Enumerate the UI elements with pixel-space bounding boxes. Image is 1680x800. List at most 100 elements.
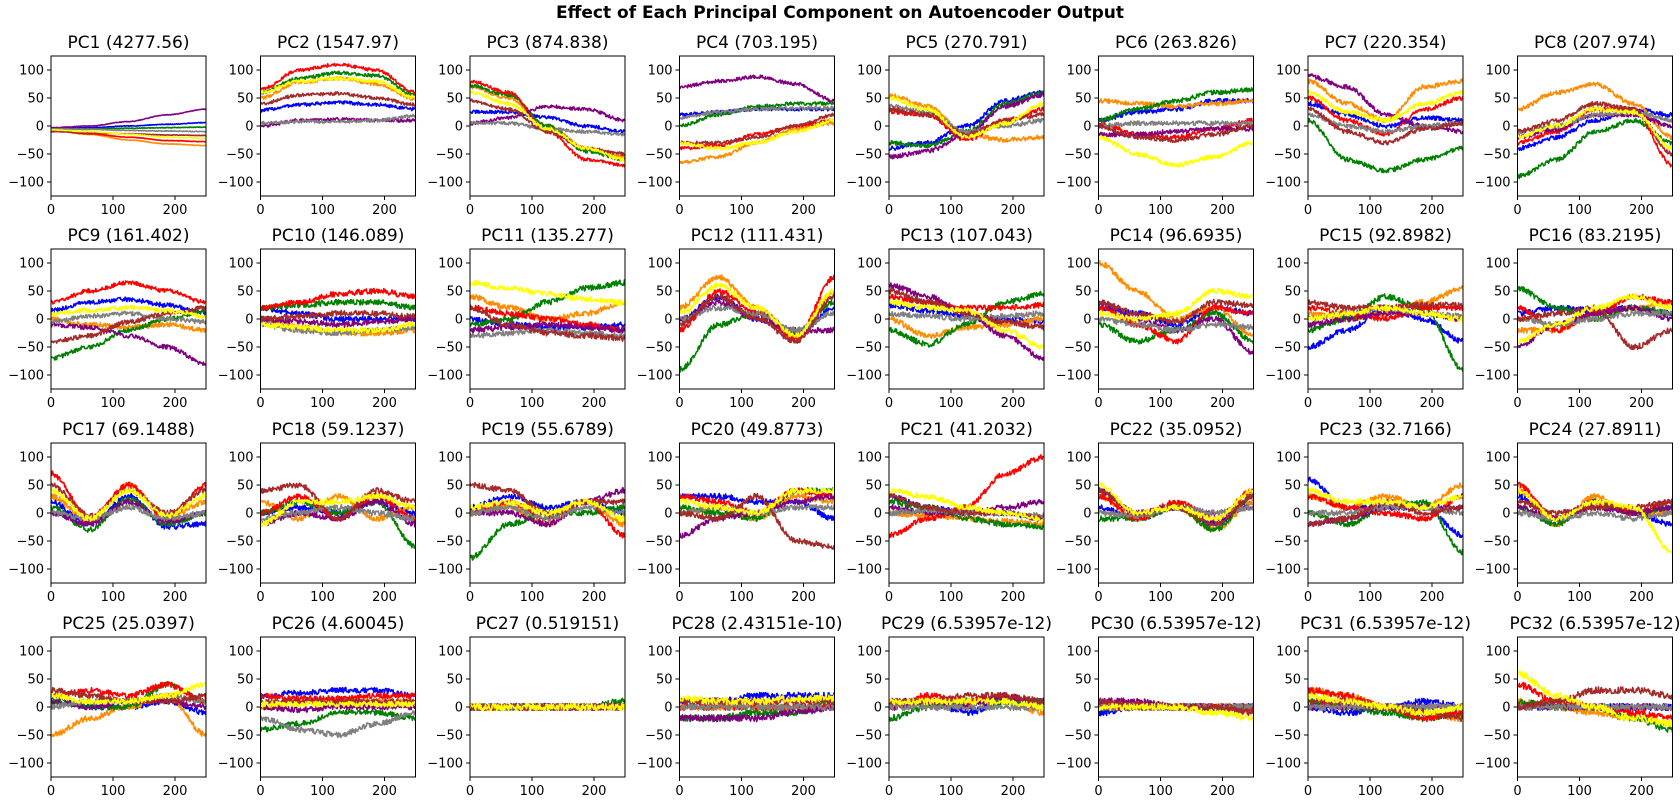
series-group xyxy=(889,691,1044,722)
y-tick-label: 50 xyxy=(656,673,673,688)
y-tick-label: −50 xyxy=(1274,148,1301,163)
series-line xyxy=(679,282,835,339)
y-tick-label: 0 xyxy=(455,313,463,328)
series-line xyxy=(889,90,1044,149)
subplot-title: PC26 (4.60045) xyxy=(272,614,405,634)
y-tick-label: 0 xyxy=(874,701,882,716)
y-tick-label: −50 xyxy=(17,341,44,356)
x-tick-label: 0 xyxy=(885,784,893,799)
y-tick-label: −100 xyxy=(427,563,463,578)
y-tick-label: −50 xyxy=(855,729,882,744)
series-group xyxy=(51,280,206,366)
x-tick-label: 0 xyxy=(256,590,264,605)
y-tick-label: −100 xyxy=(1265,369,1301,384)
y-tick-label: 100 xyxy=(1276,257,1301,272)
y-tick-label: 100 xyxy=(19,451,44,466)
series-line xyxy=(51,308,206,361)
x-tick-label: 100 xyxy=(310,590,335,605)
subplot-title: PC11 (135.277) xyxy=(481,226,614,246)
y-tick-label: 0 xyxy=(874,120,882,135)
x-tick-label: 0 xyxy=(1094,396,1102,411)
y-tick-label: −50 xyxy=(17,535,44,550)
y-tick-label: 0 xyxy=(664,701,672,716)
series-line xyxy=(1098,98,1254,110)
x-tick-label: 200 xyxy=(1420,396,1445,411)
x-tick-label: 200 xyxy=(582,590,607,605)
y-tick-label: −100 xyxy=(8,757,44,772)
subplot-title: PC27 (0.519151) xyxy=(476,614,620,634)
subplot-pc16: PC16 (83.2195) −100 −50 0 50 100 0 100 200 xyxy=(1475,226,1673,411)
subplot-pc25: PC25 (25.0397) −100 −50 0 50 100 0 100 200 xyxy=(8,614,207,799)
y-tick-label: 0 xyxy=(1083,313,1091,328)
series-group xyxy=(470,481,625,561)
y-tick-label: 50 xyxy=(27,479,44,494)
y-tick-label: 50 xyxy=(1075,479,1092,494)
subplot-pc29: PC29 (6.53957e-12) −100 −50 0 50 100 0 100 200 xyxy=(846,614,1052,799)
x-tick-label: 200 xyxy=(372,590,397,605)
y-tick-label: 0 xyxy=(1502,313,1510,328)
y-tick-label: −100 xyxy=(218,563,254,578)
y-tick-label: −100 xyxy=(1265,176,1301,191)
subplot-pc11: PC11 (135.277) −100 −50 0 50 100 0 100 200 xyxy=(427,226,626,411)
y-tick-label: 100 xyxy=(1486,257,1511,272)
series-line xyxy=(470,104,625,126)
y-tick-label: −100 xyxy=(218,176,254,191)
y-tick-label: −50 xyxy=(1483,341,1510,356)
series-line xyxy=(1308,487,1463,511)
y-tick-label: 0 xyxy=(1502,507,1510,522)
series-line xyxy=(1098,134,1254,168)
subplot-title: PC7 (220.354) xyxy=(1325,33,1447,53)
y-tick-label: −100 xyxy=(846,757,882,772)
y-tick-label: 50 xyxy=(1284,673,1301,688)
series-line xyxy=(470,83,625,162)
y-tick-label: 50 xyxy=(1284,92,1301,107)
series-group xyxy=(1098,259,1254,355)
series-line xyxy=(260,315,416,329)
series-line xyxy=(679,101,835,128)
subplot-pc22: PC22 (35.0952) −100 −50 0 50 100 0 100 200 xyxy=(1056,420,1254,605)
y-tick-label: 50 xyxy=(446,285,463,300)
x-tick-label: 0 xyxy=(466,784,474,799)
series-line xyxy=(889,299,1044,350)
x-tick-label: 100 xyxy=(939,590,964,605)
y-tick-label: 0 xyxy=(874,313,882,328)
y-tick-label: 100 xyxy=(1067,64,1092,79)
series-line xyxy=(51,296,206,317)
x-tick-label: 0 xyxy=(1094,203,1102,218)
y-tick-label: 0 xyxy=(245,120,253,135)
series-line xyxy=(1098,123,1254,143)
y-tick-label: 100 xyxy=(1067,645,1092,660)
subplot-title: PC13 (107.043) xyxy=(900,226,1033,246)
x-tick-label: 200 xyxy=(1210,396,1235,411)
y-tick-label: 100 xyxy=(19,257,44,272)
y-tick-label: −100 xyxy=(218,757,254,772)
subplot-title: PC20 (49.8773) xyxy=(691,420,824,440)
x-tick-label: 100 xyxy=(1567,590,1592,605)
y-tick-label: 100 xyxy=(1276,64,1301,79)
x-tick-label: 100 xyxy=(1358,784,1383,799)
y-tick-label: 100 xyxy=(857,451,882,466)
x-tick-label: 0 xyxy=(885,590,893,605)
y-tick-label: 50 xyxy=(27,92,44,107)
series-line xyxy=(679,487,835,517)
series-line xyxy=(889,492,1044,522)
series-group xyxy=(51,108,206,147)
y-tick-label: 50 xyxy=(1494,673,1511,688)
series-line xyxy=(260,493,416,528)
y-tick-label: −100 xyxy=(1056,757,1092,772)
y-tick-label: −50 xyxy=(1064,729,1091,744)
y-tick-label: −100 xyxy=(1475,757,1511,772)
series-line xyxy=(1517,106,1673,151)
series-line xyxy=(51,108,206,129)
series-group xyxy=(889,454,1044,539)
series-line xyxy=(51,280,206,305)
y-tick-label: −100 xyxy=(637,369,673,384)
subplot-pc5: PC5 (270.791) −100 −50 0 50 100 0 100 200 xyxy=(846,33,1045,218)
series-line xyxy=(1098,125,1254,138)
subplot-title: PC16 (83.2195) xyxy=(1529,226,1662,246)
y-tick-label: 100 xyxy=(1486,64,1511,79)
y-tick-label: 100 xyxy=(438,64,463,79)
subplot-pc26: PC26 (4.60045) −100 −50 0 50 100 0 100 200 xyxy=(218,614,416,799)
y-tick-label: 0 xyxy=(455,120,463,135)
series-line xyxy=(1308,493,1463,522)
